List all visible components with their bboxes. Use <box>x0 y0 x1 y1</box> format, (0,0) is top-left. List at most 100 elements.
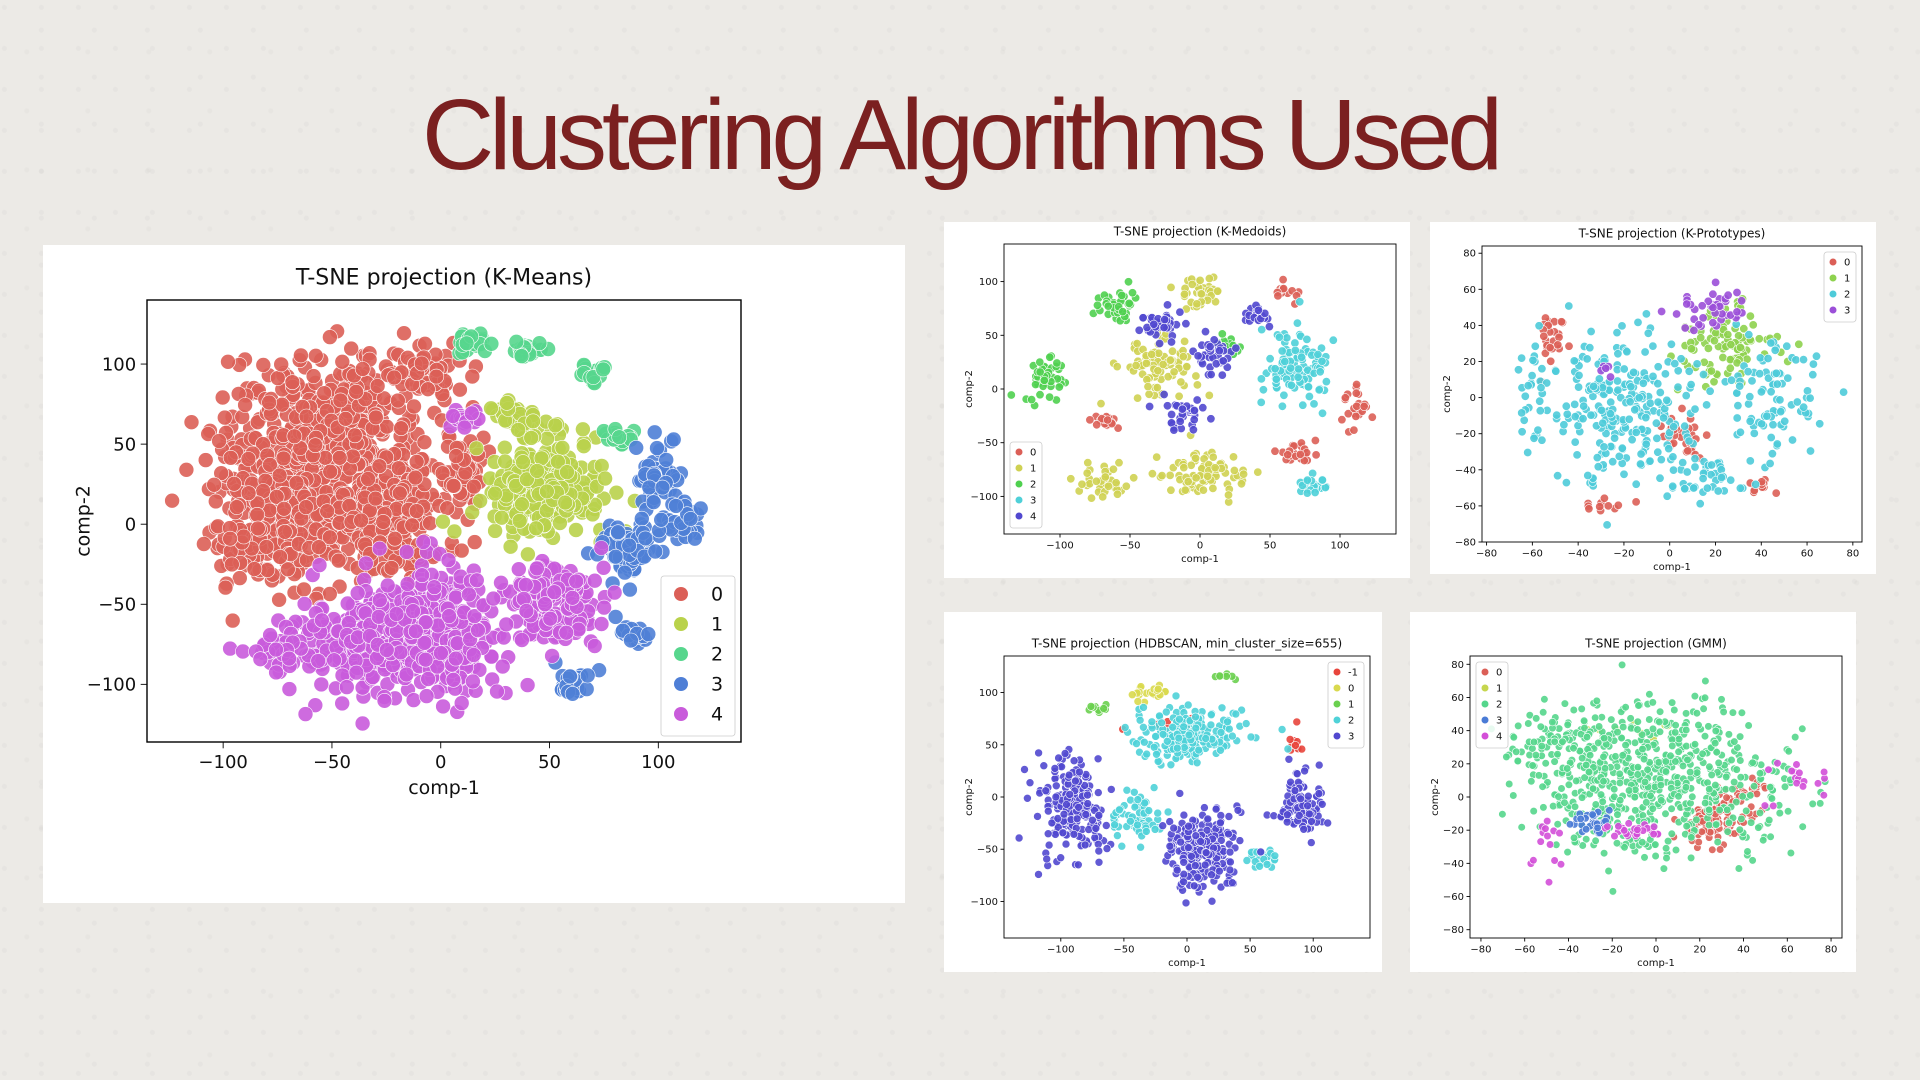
scatter-point-cluster-2 <box>1686 380 1696 390</box>
scatter-point-cluster-2 <box>1668 481 1678 491</box>
scatter-point-cluster-3 <box>1295 297 1305 307</box>
scatter-point-cluster-1 <box>1153 366 1163 376</box>
scatter-point-cluster-0 <box>347 427 363 444</box>
scatter-point-cluster-2 <box>1153 757 1163 766</box>
scatter-point-cluster-2 <box>1153 808 1162 818</box>
scatter-point-cluster-1 <box>1223 490 1233 500</box>
scatter-point-cluster-4 <box>494 658 511 675</box>
scatter-point-cluster-1 <box>1087 493 1097 503</box>
scatter-point-cluster-4 <box>495 629 512 646</box>
scatter-point-cluster-0 <box>1273 291 1283 301</box>
x-tick-label: −50 <box>1119 541 1140 552</box>
scatter-point-cluster-2 <box>1535 406 1545 416</box>
scatter-point-cluster-2 <box>1771 368 1781 378</box>
scatter-point-cluster-0 <box>1311 450 1321 460</box>
scatter-point-cluster-0 <box>261 394 277 411</box>
scatter-point-cluster-1 <box>559 464 575 480</box>
scatter-point-cluster-4 <box>311 557 328 573</box>
scatter-point-cluster-1 <box>1195 275 1205 285</box>
scatter-point-cluster-3 <box>1225 847 1235 857</box>
scatter-point-cluster-0 <box>1564 341 1574 351</box>
scatter-point-cluster-0 <box>337 411 354 427</box>
scatter-point-cluster-3 <box>628 440 645 456</box>
scatter-point-cluster-3 <box>1033 812 1042 821</box>
legend-label: 4 <box>1030 512 1036 523</box>
scatter-point-cluster-0 <box>224 612 241 629</box>
scatter-point-cluster-3 <box>1297 352 1307 362</box>
scatter-point-cluster-0 <box>1545 343 1555 353</box>
legend-marker-1 <box>1829 274 1837 282</box>
scatter-point-cluster-4 <box>558 624 575 641</box>
chart-title: T-SNE projection (HDBSCAN, min_cluster_s… <box>1031 637 1342 651</box>
scatter-point-cluster-3 <box>1184 821 1193 831</box>
scatter-point-cluster-2 <box>1570 399 1580 409</box>
x-axis-label: comp-1 <box>1653 562 1691 573</box>
scatter-point-cluster-0 <box>259 562 276 578</box>
scatter-point-cluster-3 <box>1708 289 1718 299</box>
scatter-point-cluster-2 <box>1662 491 1672 501</box>
scatter-point-cluster-3 <box>1270 364 1280 374</box>
scatter-point-cluster-4 <box>489 683 505 700</box>
scatter-point-cluster-1 <box>1203 471 1213 481</box>
scatter-point-cluster-3 <box>1207 896 1217 906</box>
scatter-point-cluster-1 <box>1165 355 1175 365</box>
scatter-point-cluster-0 <box>273 356 289 373</box>
scatter-point-cluster-1 <box>1204 390 1214 400</box>
scatter-point-cluster-2 <box>1597 405 1607 415</box>
scatter-point-cluster-1 <box>557 494 574 511</box>
scatter-point-cluster-0 <box>276 500 292 517</box>
scatter-point-cluster-0 <box>316 385 333 401</box>
scatter-point-cluster-4 <box>296 596 313 612</box>
scatter-point-cluster-0 <box>404 517 421 534</box>
scatter-point-cluster-4 <box>262 627 278 643</box>
scatter-point-cluster-0 <box>396 325 412 341</box>
scatter-point-cluster-1 <box>1718 353 1728 363</box>
legend-label: 3 <box>1030 496 1036 507</box>
scatter-point-cluster-4 <box>465 673 481 690</box>
scatter-point-cluster-4 <box>445 671 462 688</box>
scatter-point-cluster-0 <box>1557 317 1567 327</box>
scatter-point-cluster-4 <box>407 623 424 640</box>
scatter-point-cluster-1 <box>496 439 513 456</box>
scatter-point-cluster-3 <box>1302 488 1312 498</box>
scatter-point-cluster-2 <box>1755 353 1765 363</box>
scatter-point-cluster-3 <box>1184 843 1193 852</box>
scatter-point-cluster-0 <box>307 437 324 453</box>
scatter-point-cluster-2 <box>1652 433 1662 443</box>
scatter-point-cluster-2 <box>1564 301 1574 311</box>
scatter-point-cluster-1 <box>1100 472 1110 482</box>
scatter-point-cluster-3 <box>1075 767 1084 777</box>
scatter-point-cluster-0 <box>464 368 481 385</box>
scatter-point-cluster-0 <box>1349 425 1359 435</box>
scatter-point-cluster-0 <box>353 512 369 529</box>
scatter-point-cluster-3 <box>1703 296 1713 306</box>
scatter-point-cluster-2 <box>1751 479 1761 489</box>
scatter-point-cluster-3 <box>1711 277 1721 287</box>
scatter-point-cluster-1 <box>575 438 592 454</box>
scatter-point-cluster-2 <box>1217 703 1227 713</box>
scatter-point-cluster-3 <box>649 440 665 456</box>
scatter-point-cluster-0 <box>386 369 403 386</box>
y-tick-label: −50 <box>98 595 136 616</box>
scatter-point-cluster-1 <box>1083 458 1093 468</box>
scatter-point-cluster-4 <box>307 697 324 714</box>
scatter-point-cluster-4 <box>417 651 434 668</box>
scatter-point-cluster-2 <box>1627 435 1637 445</box>
scatter-point-cluster-4 <box>542 610 559 627</box>
scatter-point-cluster-0 <box>387 530 403 547</box>
scatter-point-cluster-0 <box>222 530 238 547</box>
scatter-point-cluster-0 <box>224 556 240 573</box>
scatter-point-cluster-0 <box>271 591 287 608</box>
scatter-point-cluster-2 <box>1162 707 1171 717</box>
scatter-point-cluster-2 <box>1726 375 1736 385</box>
scatter-point-cluster-0 <box>466 534 483 550</box>
scatter-point-cluster-2 <box>1534 321 1544 331</box>
scatter-point-cluster-3 <box>1328 335 1338 345</box>
scatter-point-cluster-0 <box>296 581 312 598</box>
scatter-point-cluster-1 <box>1179 463 1189 473</box>
scatter-point-cluster-2 <box>611 429 628 445</box>
scatter-point-cluster-4 <box>1167 410 1177 420</box>
scatter-point-cluster-0 <box>322 463 339 480</box>
scatter-point-cluster-2 <box>1216 728 1226 737</box>
scatter-point-cluster-0 <box>1613 500 1623 510</box>
